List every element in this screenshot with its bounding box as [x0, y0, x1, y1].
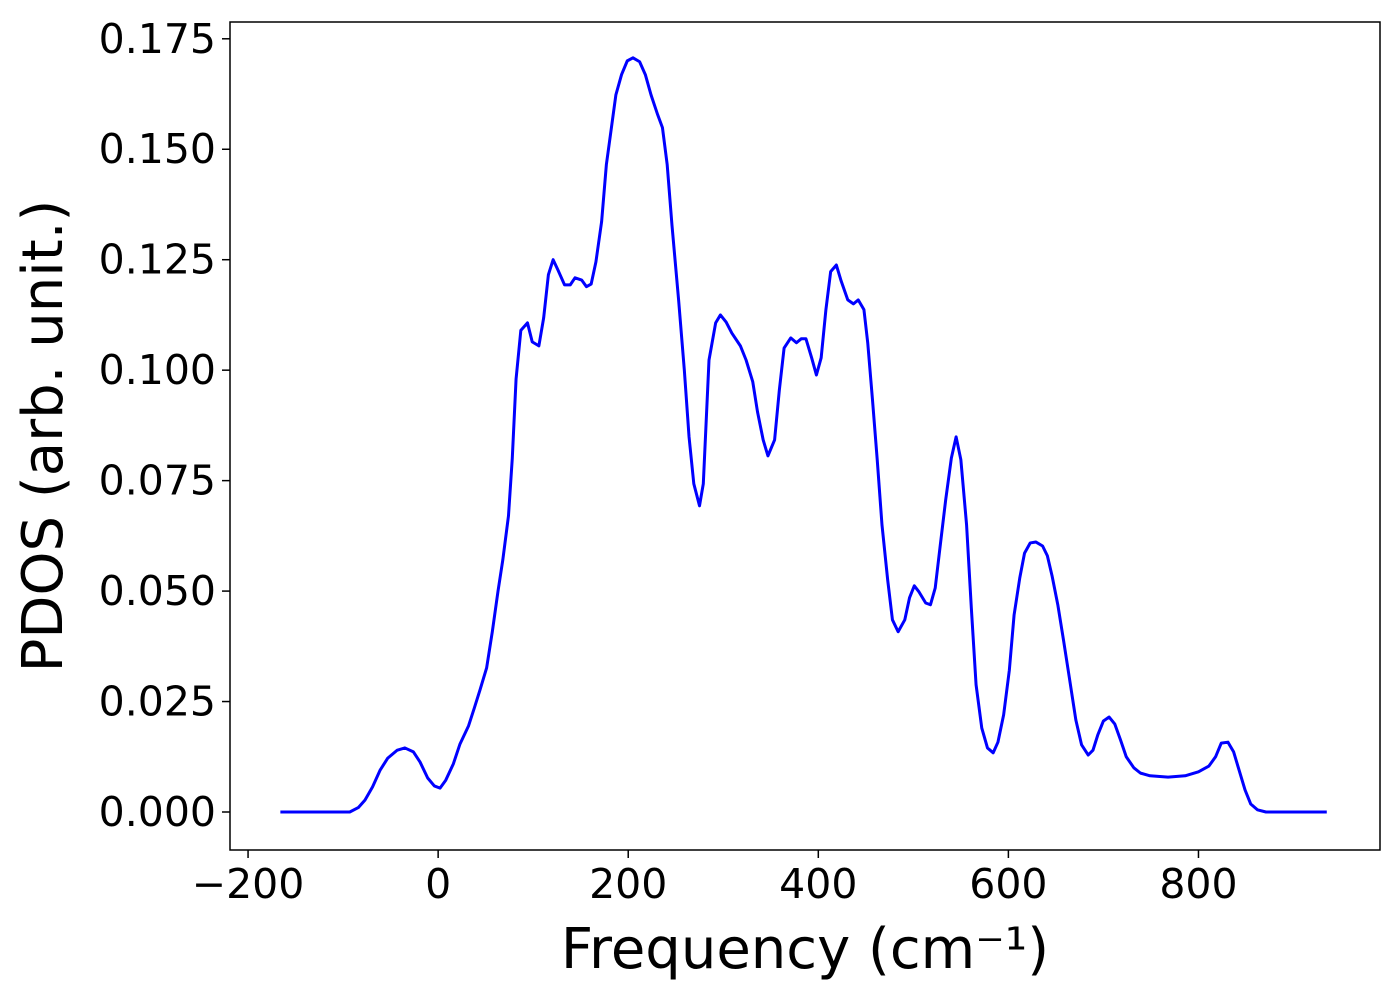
x-axis-label: Frequency (cm⁻¹): [561, 917, 1049, 982]
x-tick-label: 800: [1159, 860, 1237, 908]
plot-frame: [229, 21, 1381, 851]
y-tick-label: 0.050: [99, 567, 216, 615]
y-tick-label: 0.100: [99, 346, 216, 394]
y-axis-label: PDOS (arb. unit.): [11, 200, 76, 673]
pdos-line: [280, 56, 1327, 814]
y-tick-label: 0.125: [99, 236, 216, 284]
y-tick-label: 0.175: [99, 15, 216, 63]
y-tick-label: 0.025: [99, 678, 216, 726]
x-tick-label: 0: [425, 860, 451, 908]
y-tick-label: 0.150: [99, 125, 216, 173]
x-tick-label: 200: [589, 860, 667, 908]
y-tick-label: 0.000: [99, 788, 216, 836]
y-tick-label: 0.075: [99, 457, 216, 505]
x-tick-label: 400: [779, 860, 857, 908]
x-tick-label: 600: [969, 860, 1047, 908]
x-tick-label: −200: [192, 860, 305, 908]
